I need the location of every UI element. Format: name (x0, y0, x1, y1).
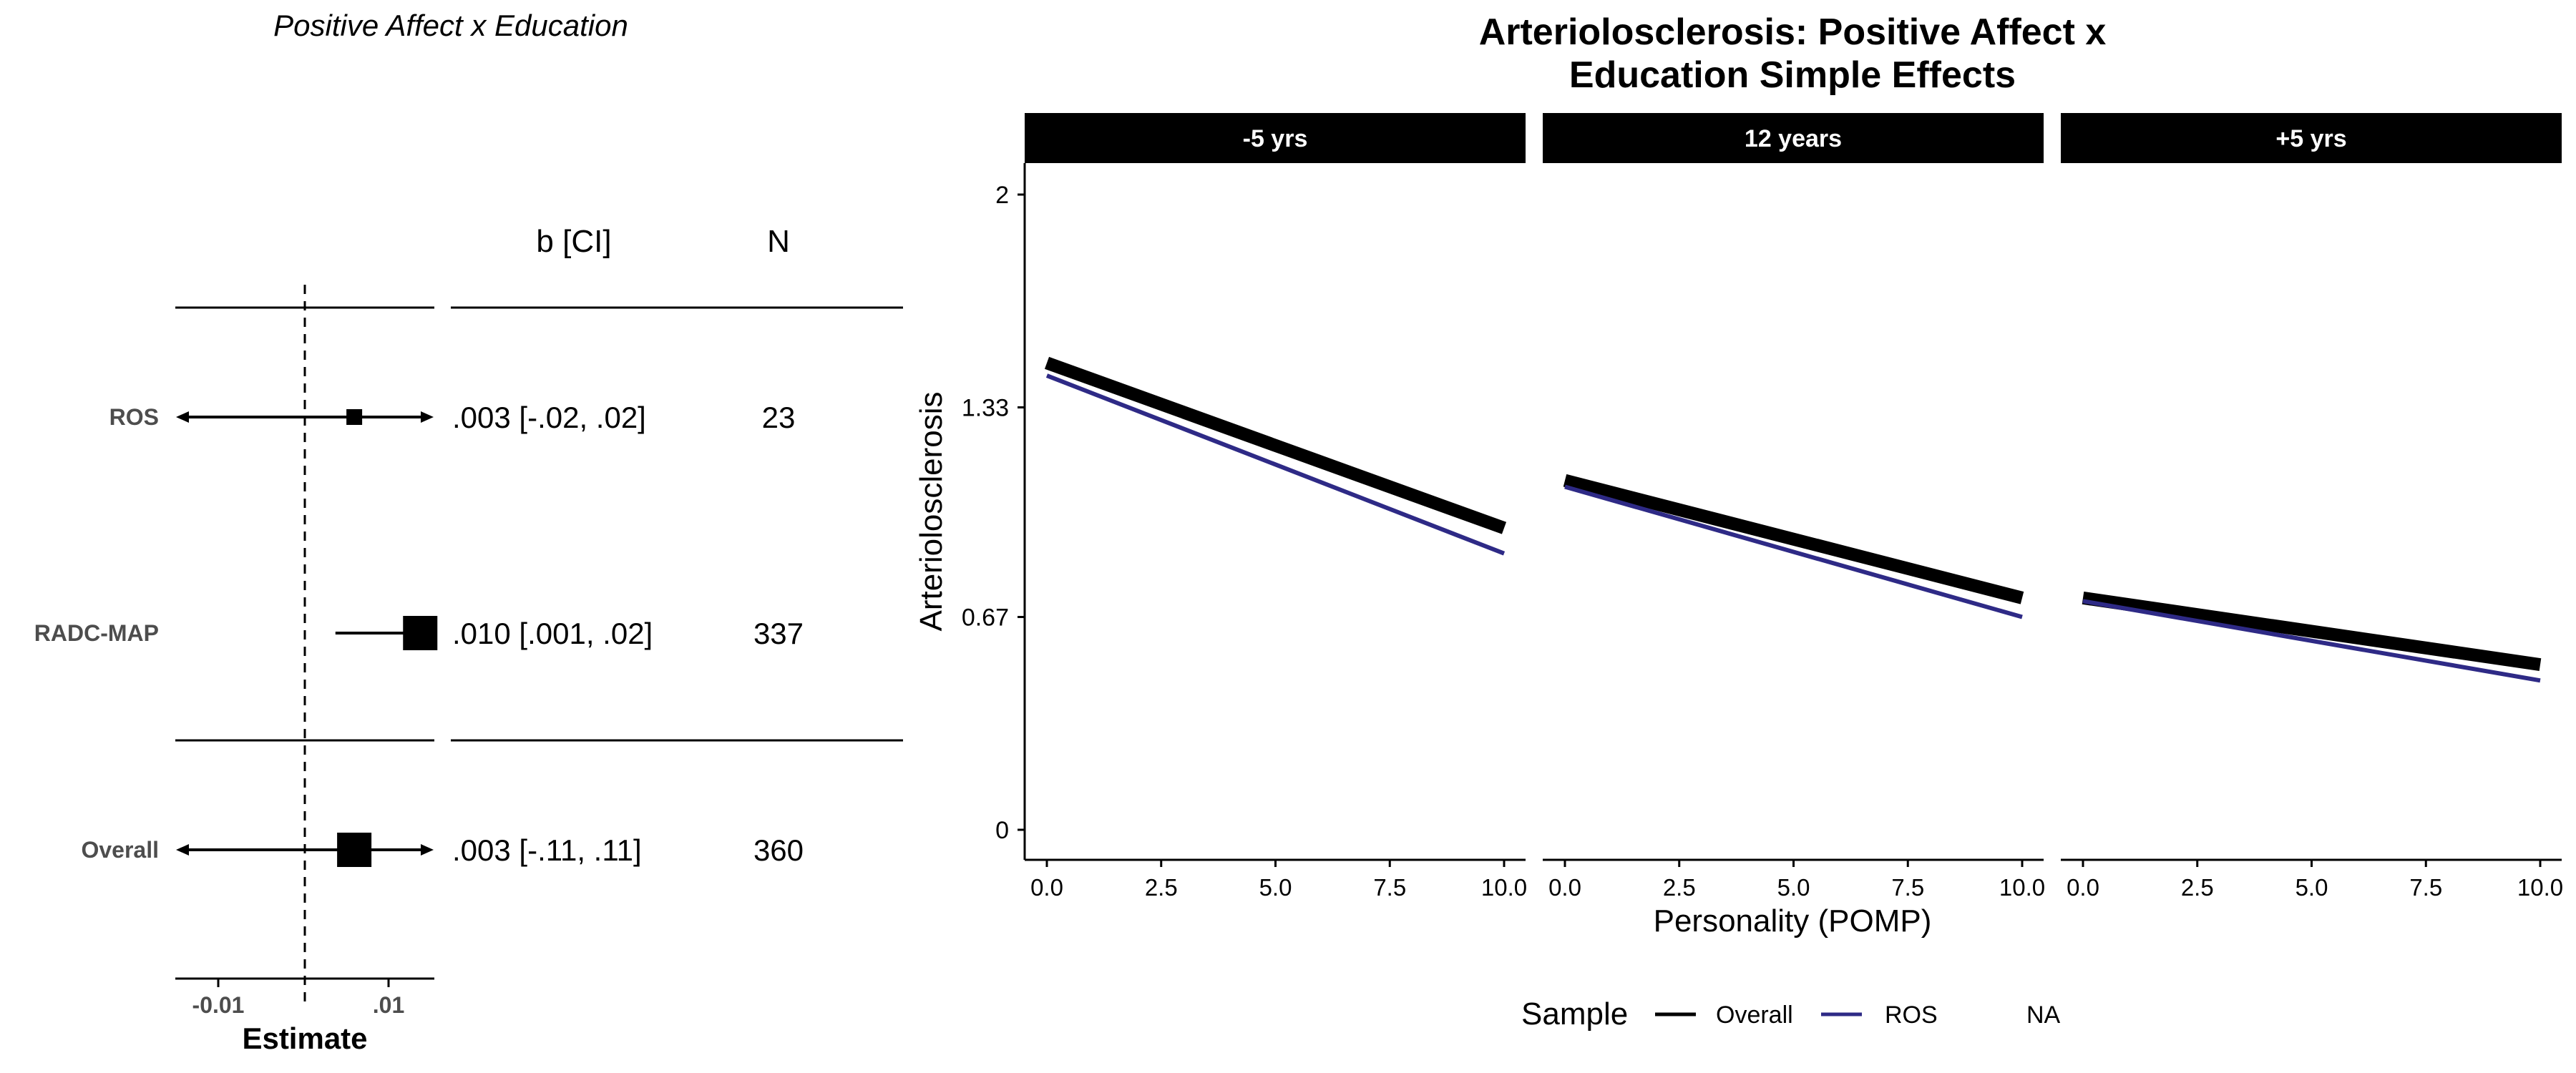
x-tick-label: 10.0 (1481, 874, 1527, 901)
x-tick-label: 7.5 (1891, 874, 1924, 901)
point-estimate (403, 616, 438, 650)
forest-x-tick-label: .01 (373, 992, 404, 1018)
forest-rows: ROS .003 [-.02, .02] 23 RADC-MAP .010 [.001,… (34, 401, 804, 867)
x-tick-label: 7.5 (2409, 874, 2442, 901)
facet-strip-label: -5 yrs (1243, 125, 1308, 152)
y-tick-label: 0 (995, 817, 1009, 844)
legend-label-na: NA (2026, 1001, 2061, 1029)
ci-arrow-right (421, 844, 434, 856)
series-line-overall (2082, 591, 2542, 672)
legend-label-overall: Overall (1716, 1001, 1793, 1029)
facet-strip (2061, 113, 2562, 163)
facet-panel: +5 yrs 0.0 2.5 5.0 7.5 10.0 (2061, 113, 2563, 901)
chart-title-line: Arteriolosclerosis: Positive Affect x (1479, 11, 2107, 53)
forest-row-n: 337 (753, 617, 804, 650)
chart-title-line: Education Simple Effects (1569, 54, 2016, 96)
forest-x-axis-title: Estimate (242, 1021, 367, 1055)
x-tick-label: 2.5 (1145, 874, 1178, 901)
y-axis-title: Arteriolosclerosis (914, 392, 949, 632)
x-tick-label: 5.0 (2296, 874, 2328, 901)
legend-title: Sample (1521, 996, 1628, 1032)
forest-row-n: 360 (753, 833, 804, 867)
x-axis-title: Personality (POMP) (1654, 903, 1932, 939)
x-tick-label: 5.0 (1259, 874, 1292, 901)
x-tick-label: 10.0 (2517, 874, 2563, 901)
y-tick-label: 2 (995, 182, 1009, 209)
series-line-overall (1044, 356, 1507, 534)
series-line-ros (1564, 484, 2023, 619)
column-header-b-ci: b [CI] (536, 224, 611, 259)
facet-strip-label: +5 yrs (2275, 125, 2346, 152)
facet-strip (1543, 113, 2044, 163)
forest-row-n: 23 (762, 401, 796, 434)
legend-label-ros: ROS (1885, 1001, 1938, 1029)
forest-x-tick-label: -0.01 (192, 992, 245, 1018)
column-header-n: N (767, 224, 790, 259)
forest-row-b-ci: .003 [-.02, .02] (452, 401, 646, 434)
x-tick-label: 0.0 (2067, 874, 2099, 901)
x-tick-label: 0.0 (1030, 874, 1063, 901)
y-tick-label: 0.67 (962, 604, 1009, 632)
forest-row-b-ci: .010 [.001, .02] (452, 617, 653, 650)
facet-strip (1025, 113, 1526, 163)
facet-panels: -5 yrs 0.0 2.5 5.0 7.5 10.0 12 years 0.0 2.5 5.0 7… (1025, 113, 2563, 901)
x-tick-label: 5.0 (1777, 874, 1810, 901)
facet-strip-label: 12 years (1745, 125, 1842, 152)
forest-row-label: RADC-MAP (34, 620, 159, 646)
forest-title: Positive Affect x Education (273, 9, 628, 42)
y-axis: 0 0.67 1.33 2 (962, 182, 1025, 844)
ci-arrow-right (421, 411, 434, 423)
forest-row-b-ci: .003 [-.11, .11] (452, 833, 642, 867)
forest-plot: Positive Affect x Education b [CI] N ROS… (34, 9, 903, 1055)
series-line-ros (2082, 599, 2541, 683)
point-estimate (337, 833, 372, 867)
line-chart: Arteriolosclerosis: Positive Affect x Ed… (914, 11, 2563, 1032)
ci-arrow-left (176, 844, 189, 856)
series-line-overall (1563, 474, 2024, 604)
x-tick-label: 2.5 (2181, 874, 2214, 901)
ci-arrow-left (176, 411, 189, 423)
forest-row-label: ROS (109, 404, 159, 430)
y-tick-label: 1.33 (962, 394, 1009, 421)
facet-panel: 12 years 0.0 2.5 5.0 7.5 10.0 (1543, 113, 2045, 901)
x-tick-label: 10.0 (1999, 874, 2045, 901)
point-estimate (346, 409, 363, 425)
forest-row-label: Overall (81, 837, 159, 863)
x-tick-label: 2.5 (1663, 874, 1696, 901)
series-line-ros (1045, 373, 1506, 556)
x-tick-label: 7.5 (1373, 874, 1406, 901)
x-tick-label: 0.0 (1548, 874, 1581, 901)
legend: Sample Overall ROS NA (1521, 996, 2061, 1032)
facet-panel: -5 yrs 0.0 2.5 5.0 7.5 10.0 (1025, 113, 1527, 901)
